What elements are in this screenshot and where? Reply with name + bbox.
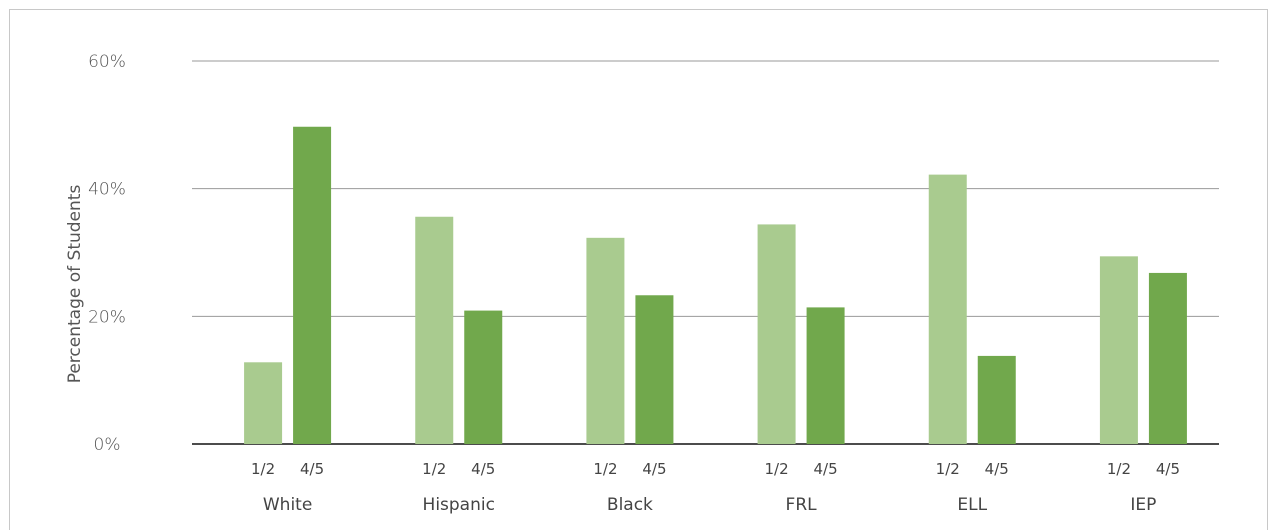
category-label: ELL <box>957 495 987 515</box>
bar-iep-1-2 <box>1099 256 1138 444</box>
y-tick-label: 40% <box>88 180 126 200</box>
bar-black-4-5 <box>635 295 674 444</box>
series-sub-label: 1/2 <box>765 460 789 478</box>
series-sub-label: 1/2 <box>1107 460 1131 478</box>
series-sub-label: 4/5 <box>814 460 838 478</box>
series-sub-label: 1/2 <box>936 460 960 478</box>
bar-iep-4-5 <box>1148 272 1187 444</box>
y-tick-label: 0% <box>94 435 121 455</box>
gridlines <box>192 60 1219 445</box>
bar-frl-1-2 <box>757 224 796 444</box>
bar-black-1-2 <box>586 237 625 444</box>
bar-ell-1-2 <box>928 174 967 444</box>
bar-white-4-5 <box>293 126 332 444</box>
y-tick-label: 60% <box>88 52 126 72</box>
bar-hispanic-4-5 <box>464 310 503 444</box>
series-sub-label: 4/5 <box>1156 460 1180 478</box>
y-tick-label: 20% <box>88 307 126 327</box>
bar-ell-4-5 <box>977 355 1016 444</box>
series-sub-label: 1/2 <box>593 460 617 478</box>
y-axis-label: Percentage of Students <box>65 185 85 384</box>
category-label: Black <box>607 495 653 515</box>
x-axis-labels: 1/2 4/5 White 1/2 4/5 Hispanic 1/2 4/5 Black 1/2 4… <box>251 460 1180 515</box>
category-label: Hispanic <box>423 495 495 515</box>
series-sub-label: 4/5 <box>300 460 324 478</box>
series-sub-label: 4/5 <box>642 460 666 478</box>
series-sub-label: 4/5 <box>471 460 495 478</box>
series-sub-label: 1/2 <box>251 460 275 478</box>
category-label: FRL <box>786 495 818 515</box>
series-sub-label: 4/5 <box>985 460 1009 478</box>
bar-frl-4-5 <box>806 307 845 444</box>
bar-white-1-2 <box>244 362 283 444</box>
category-label: IEP <box>1130 495 1156 515</box>
bars <box>244 126 1187 444</box>
category-label: White <box>263 495 312 515</box>
y-axis-ticks: 0% 20% 40% 60% <box>88 52 126 455</box>
bar-hispanic-1-2 <box>415 216 454 444</box>
series-sub-label: 1/2 <box>422 460 446 478</box>
